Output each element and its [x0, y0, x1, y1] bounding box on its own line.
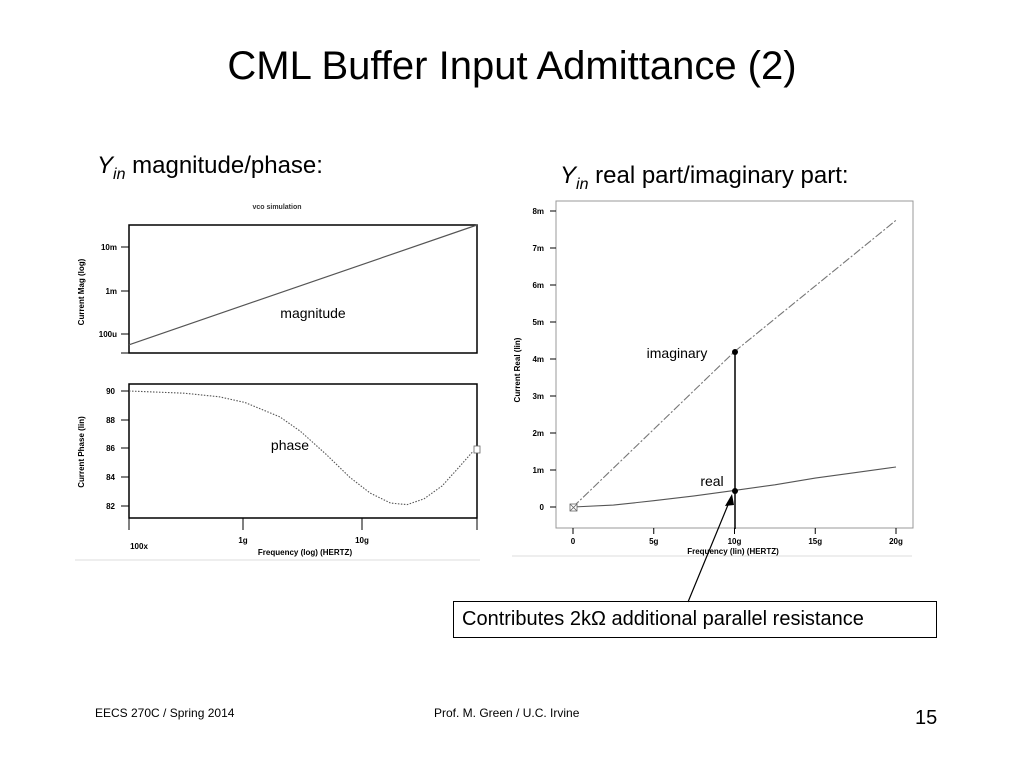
phase-x-tick-label: 100x: [130, 542, 148, 551]
callout-arrow-line: [687, 499, 731, 603]
real-marker-dot: [732, 488, 738, 494]
left-heading-symbol: Y: [97, 152, 114, 179]
real-imag-y-tick-label: 2m: [532, 429, 544, 438]
phase-x-axis-label: Frequency (log) (HERTZ): [258, 548, 353, 557]
real-imag-figure: 8m 7m 6m 5m 4m 3m 2m 1m 0 0 5g 10g 15g 20g Current R…: [512, 200, 914, 603]
real-imag-y-tick-label: 4m: [532, 355, 544, 364]
mag-y-tick-label: 10m: [101, 243, 117, 252]
phase-y-axis-label: Current Phase (lin): [77, 416, 86, 488]
page-number: 15: [915, 707, 938, 729]
mag-y-tick-label: 100u: [99, 330, 117, 339]
phase-end-marker: [473, 445, 481, 454]
phase-y-tick-label: 90: [106, 387, 115, 396]
real-imag-y-axis-label: Current Real (lin): [513, 337, 522, 402]
phase-y-tick-label: 84: [106, 473, 115, 482]
phase-y-tick-label: 88: [106, 416, 115, 425]
right-heading-symbol: Y: [560, 162, 577, 189]
imaginary-annotation: imaginary: [647, 345, 708, 361]
real-imag-x-axis-label: Frequency (lin) (HERTZ): [687, 547, 779, 556]
real-imag-x-tick-label: 0: [571, 537, 576, 546]
slide-title: CML Buffer Input Admittance (2): [227, 44, 797, 88]
mag-y-tick-label: 1m: [105, 287, 117, 296]
real-imag-y-ticks: [550, 210, 556, 508]
real-imag-y-tick-label: 3m: [532, 392, 544, 401]
mag-y-axis-label: Current Mag (log): [77, 258, 86, 325]
real-imag-y-tick-label: 6m: [532, 281, 544, 290]
real-imag-y-tick-label: 7m: [532, 244, 544, 253]
footer-course: EECS 270C / Spring 2014: [95, 706, 235, 720]
right-heading-subscript: in: [576, 175, 589, 193]
left-heading: Yin magnitude/phase:: [97, 152, 323, 184]
mag-phase-figure: vco simulation 10m 1m 100u Current Mag (…: [75, 198, 481, 561]
magnitude-panel-frame: [128, 224, 478, 354]
right-heading: Yin real part/imaginary part:: [560, 162, 849, 194]
right-heading-text: real part/imaginary part:: [595, 162, 849, 189]
magnitude-series-line: [128, 224, 478, 346]
imaginary-marker-dot: [732, 349, 738, 355]
real-imag-y-tick-label: 5m: [532, 318, 544, 327]
phase-y-tick-label: 82: [106, 502, 115, 511]
phase-x-tick-label: 1g: [238, 536, 247, 545]
resistance-callout: Contributes 2kΩ additional parallel resi…: [453, 601, 937, 638]
real-imag-x-tick-labels: 0 5g 10g 15g 20g: [571, 528, 903, 546]
footer-author: Prof. M. Green / U.C. Irvine: [434, 706, 580, 720]
left-chart-title: vco simulation: [252, 204, 301, 211]
real-imag-y-tick-label: 8m: [532, 207, 544, 216]
real-imag-x-tick-label: 5g: [649, 537, 658, 546]
real-imag-y-tick-label: 0: [540, 503, 545, 512]
origin-marker-cross: [569, 503, 578, 512]
callout-arrow-head: [725, 494, 734, 506]
real-imag-x-tick-label: 15g: [808, 537, 822, 546]
real-imag-y-tick-label: 1m: [532, 466, 544, 475]
left-figure-background: [75, 198, 480, 560]
left-heading-subscript: in: [113, 165, 126, 183]
phase-annotation: phase: [271, 437, 309, 453]
left-heading-text: magnitude/phase:: [132, 152, 323, 179]
real-imag-x-tick-label: 20g: [889, 537, 903, 546]
phase-x-tick-label: 10g: [355, 536, 369, 545]
real-imag-y-tick-labels: 8m 7m 6m 5m 4m 3m 2m 1m 0: [532, 207, 544, 512]
magnitude-annotation: magnitude: [280, 305, 346, 321]
real-imag-x-tick-label: 10g: [728, 537, 742, 546]
real-annotation: real: [700, 473, 723, 489]
phase-y-tick-label: 86: [106, 444, 115, 453]
phase-axis-ticks: [121, 390, 478, 530]
